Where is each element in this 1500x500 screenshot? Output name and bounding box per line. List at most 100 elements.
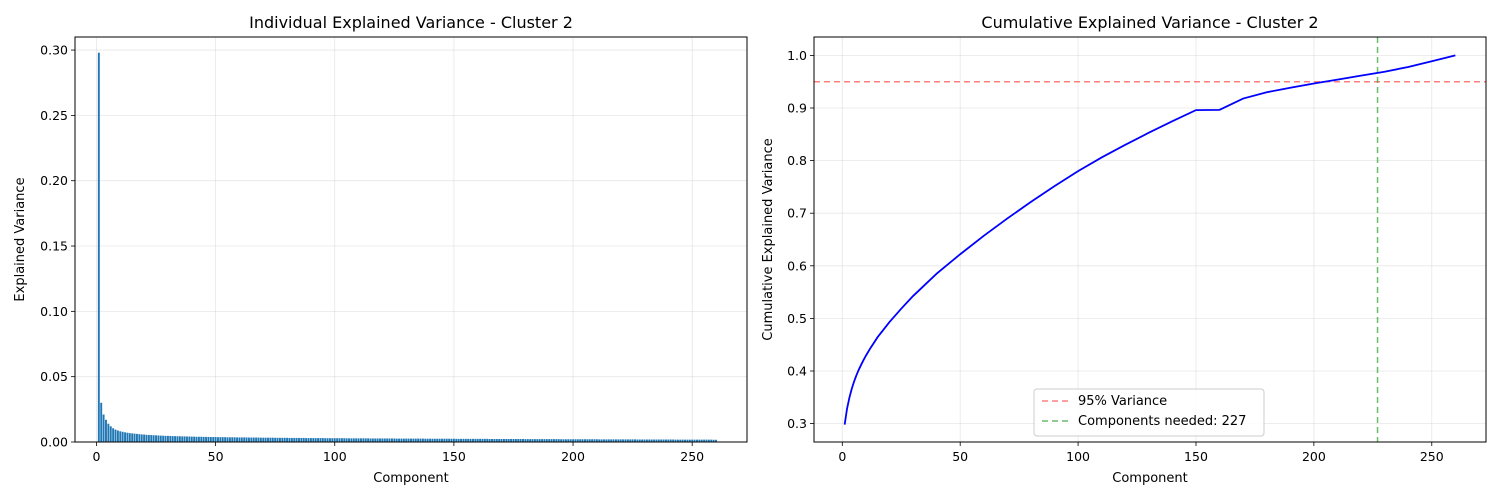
variance-bar bbox=[500, 438, 503, 442]
variance-bar bbox=[357, 438, 360, 442]
variance-bar bbox=[493, 438, 496, 442]
y-tick-label: 0.10 bbox=[40, 304, 68, 319]
variance-bar bbox=[162, 435, 165, 442]
variance-bar bbox=[410, 438, 412, 442]
variance-bar bbox=[100, 402, 103, 442]
variance-bar bbox=[636, 439, 639, 442]
variance-bar bbox=[476, 438, 479, 442]
variance-bar bbox=[348, 438, 350, 442]
variance-bar bbox=[581, 439, 584, 442]
variance-bar bbox=[414, 438, 417, 442]
variance-bar bbox=[662, 439, 665, 442]
variance-bar bbox=[152, 435, 155, 442]
y-tick-label: 0.25 bbox=[40, 108, 68, 123]
x-tick-label: 50 bbox=[952, 449, 968, 464]
x-tick-label: 100 bbox=[323, 449, 347, 464]
variance-bar bbox=[464, 438, 467, 442]
right-axes-frame bbox=[813, 36, 1487, 443]
variance-bar bbox=[119, 431, 122, 442]
variance-bar bbox=[514, 438, 517, 442]
left-chart-title: Individual Explained Variance - Cluster … bbox=[249, 13, 573, 32]
variance-bar bbox=[236, 437, 238, 442]
variance-bar bbox=[371, 438, 374, 442]
variance-bar bbox=[369, 438, 372, 442]
variance-bar bbox=[481, 438, 484, 442]
y-tick-label: 0.6 bbox=[787, 258, 807, 273]
legend-label-95-variance: 95% Variance bbox=[1078, 394, 1167, 409]
variance-bar bbox=[691, 439, 694, 442]
variance-bar bbox=[457, 438, 460, 442]
variance-bar bbox=[197, 436, 200, 442]
variance-bar bbox=[281, 437, 284, 442]
variance-bar bbox=[278, 437, 281, 442]
variance-bar bbox=[178, 436, 181, 442]
variance-bar bbox=[441, 438, 443, 442]
x-tick-label: 250 bbox=[1420, 449, 1444, 464]
variance-bar bbox=[605, 439, 608, 442]
left-axes-frame bbox=[74, 36, 748, 443]
variance-bar bbox=[507, 438, 510, 442]
variance-bar bbox=[538, 439, 541, 442]
variance-bar bbox=[169, 435, 172, 442]
variance-bar bbox=[200, 436, 203, 442]
variance-bar bbox=[533, 439, 536, 442]
variance-bar bbox=[267, 437, 269, 442]
variance-bar bbox=[364, 438, 367, 442]
variance-bar bbox=[622, 439, 625, 442]
variance-bar bbox=[276, 437, 279, 442]
variance-bar bbox=[274, 437, 277, 442]
right-y-ticks: 0.3 0.4 0.5 0.6 0.7 0.8 0.9 1.0 bbox=[787, 48, 814, 431]
right-reference-lines bbox=[814, 37, 1486, 442]
variance-bar bbox=[329, 438, 331, 442]
variance-bar bbox=[300, 437, 303, 442]
legend-label-components-needed: Components needed: 227 bbox=[1078, 414, 1246, 429]
variance-bar bbox=[283, 437, 286, 442]
variance-bar bbox=[519, 438, 522, 442]
y-tick-label: 0.9 bbox=[787, 101, 807, 116]
variance-bar bbox=[619, 439, 622, 442]
variance-bar bbox=[321, 438, 324, 442]
y-tick-label: 0.3 bbox=[787, 416, 807, 431]
y-tick-label: 0.7 bbox=[787, 206, 807, 221]
variance-bar bbox=[381, 438, 384, 442]
variance-bar bbox=[174, 436, 177, 442]
variance-bar bbox=[390, 438, 393, 442]
variance-bar bbox=[367, 438, 370, 442]
variance-bar bbox=[536, 439, 539, 442]
variance-bar bbox=[112, 428, 115, 442]
variance-bar bbox=[598, 439, 601, 442]
right-y-axis-label: Cumulative Explained Variance bbox=[761, 138, 776, 340]
variance-bar bbox=[603, 439, 605, 442]
variance-bar bbox=[286, 437, 289, 442]
variance-bar bbox=[643, 439, 646, 442]
variance-bar bbox=[252, 437, 255, 442]
variance-bar bbox=[531, 439, 534, 442]
variance-bar bbox=[595, 439, 598, 442]
variance-bar bbox=[400, 438, 403, 442]
variance-bar bbox=[655, 439, 658, 442]
variance-bar bbox=[653, 439, 656, 442]
variance-bar bbox=[548, 439, 551, 442]
variance-bar bbox=[238, 437, 241, 442]
variance-bar bbox=[629, 439, 632, 442]
x-tick-label: 200 bbox=[561, 449, 585, 464]
variance-bar bbox=[250, 437, 253, 442]
variance-bar bbox=[407, 438, 410, 442]
variance-bar bbox=[586, 439, 589, 442]
y-tick-label: 0.05 bbox=[40, 369, 68, 384]
variance-bar bbox=[131, 433, 134, 442]
variance-bar bbox=[317, 438, 320, 442]
variance-bar bbox=[607, 439, 610, 442]
variance-bar bbox=[660, 439, 663, 442]
variance-bar bbox=[221, 437, 224, 442]
variance-bar bbox=[295, 437, 298, 442]
variance-bar bbox=[460, 438, 462, 442]
variance-bar bbox=[402, 438, 405, 442]
variance-bar bbox=[667, 439, 670, 442]
x-tick-label: 150 bbox=[442, 449, 466, 464]
variance-bar bbox=[264, 437, 267, 442]
variance-bar bbox=[217, 437, 219, 442]
variance-bar bbox=[700, 439, 703, 442]
variance-bar bbox=[693, 439, 696, 442]
variance-bar bbox=[436, 438, 439, 442]
